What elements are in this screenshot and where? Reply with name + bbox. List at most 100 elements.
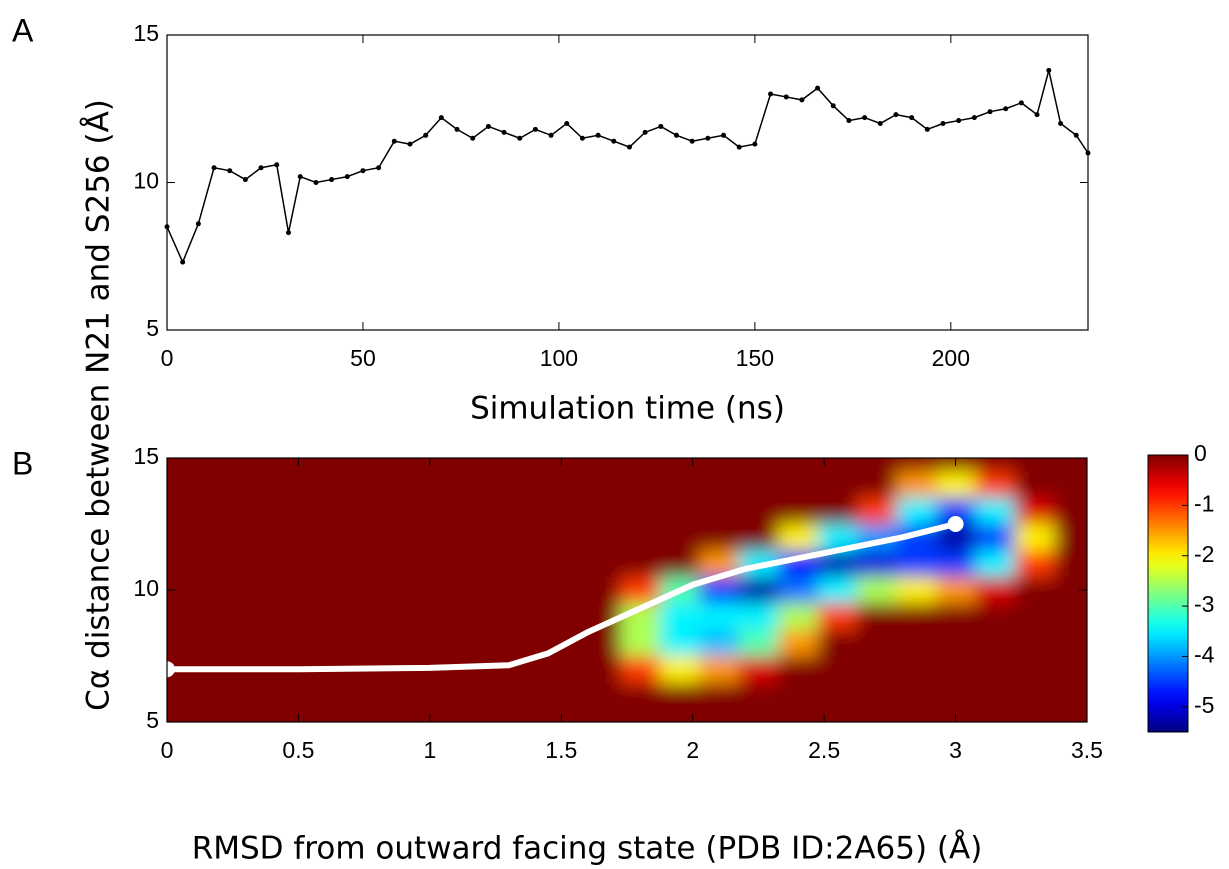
heatmap-cell	[738, 576, 779, 604]
heatmap-cell	[778, 629, 819, 657]
heatmap-cell	[857, 576, 897, 604]
data-point	[313, 180, 319, 185]
y-tick-label: 5	[146, 707, 159, 733]
heatmap-cell	[620, 471, 661, 499]
heatmap-cell	[778, 656, 819, 683]
data-point	[971, 115, 977, 121]
colorbar-tick-label: -2	[1194, 541, 1214, 567]
data-point	[595, 132, 601, 138]
y-tick-label: 15	[133, 20, 159, 46]
data-point	[940, 121, 946, 126]
heatmap-cell	[699, 656, 740, 683]
data-point	[376, 165, 382, 171]
heatmap-cell	[738, 629, 779, 657]
data-point	[893, 112, 899, 118]
heatmap-cell	[857, 471, 897, 499]
heatmap-cell	[778, 497, 819, 525]
data-point	[517, 135, 523, 141]
heatmap-cell	[1014, 524, 1055, 551]
x-tick-label: 1	[423, 737, 436, 763]
heatmap-cell	[817, 471, 858, 499]
data-point	[548, 132, 554, 138]
heatmap-cell	[935, 471, 976, 499]
data-point	[211, 165, 217, 171]
path-line	[167, 521, 957, 673]
heatmap-cell	[857, 656, 897, 683]
data-point	[360, 168, 366, 174]
heatmap-cell	[935, 629, 976, 657]
heatmap-cells	[167, 458, 1087, 722]
heatmap-cell	[699, 471, 740, 499]
heatmap-cell	[659, 629, 700, 657]
heatmap-cell	[975, 656, 1016, 683]
heatmap-cell	[817, 603, 858, 631]
heatmap-cell	[620, 629, 661, 657]
x-tick-label: 2.5	[808, 737, 840, 763]
data-point	[297, 174, 303, 180]
heatmap-cell	[935, 576, 976, 604]
heatmap-cell	[699, 524, 740, 551]
colorbar-tick-label: -4	[1194, 642, 1215, 668]
data-point	[423, 132, 429, 138]
heatmap-cell	[857, 603, 897, 631]
panel-label: A	[12, 12, 34, 48]
heatmap-cell	[659, 603, 700, 631]
data-point	[909, 115, 915, 121]
data-point	[956, 118, 962, 124]
heatmap-cell	[896, 656, 937, 683]
data-point	[329, 177, 335, 183]
heatmap-cell	[817, 629, 858, 657]
heatmap-cell	[1014, 656, 1055, 683]
x-tick-label: 3	[949, 737, 962, 763]
data-point	[438, 115, 444, 121]
heatmap-cell	[778, 471, 819, 499]
heatmap-cell	[738, 656, 779, 683]
x-tick-label: 200	[932, 345, 970, 371]
data-point	[564, 121, 570, 126]
heatmap-cell	[738, 603, 779, 631]
data-point	[846, 118, 852, 124]
data-line	[166, 70, 1089, 265]
data-point	[815, 85, 821, 91]
heatmap-cell	[699, 603, 740, 631]
data-point	[501, 129, 507, 135]
data-point	[195, 221, 201, 227]
heatmap-cell	[896, 629, 937, 657]
colorbar	[1147, 454, 1189, 733]
x-axis-label: RMSD from outward facing state (PDB ID:2…	[192, 831, 983, 867]
heatmap-cell	[935, 603, 976, 631]
heatmap-cell	[659, 497, 700, 525]
data-point	[721, 132, 727, 138]
data-point	[285, 230, 291, 236]
heatmap-cell	[1014, 497, 1055, 525]
x-tick-label: 100	[540, 345, 578, 371]
heatmap-cell	[1014, 471, 1055, 499]
heatmap-cell	[738, 471, 779, 499]
heatmap-cell	[896, 576, 937, 604]
data-point	[673, 132, 679, 138]
heatmap-cell	[817, 497, 858, 525]
heatmap-cell	[659, 656, 700, 683]
data-point	[485, 123, 491, 129]
heatmap-cell	[738, 497, 779, 525]
data-point	[642, 129, 648, 135]
x-tick-label: 0	[161, 345, 174, 371]
data-point	[1034, 112, 1040, 118]
data-point	[454, 126, 460, 132]
y-axis-label: Cα distance between N21 and S256 (Å)	[81, 99, 117, 711]
heatmap-cell	[738, 524, 779, 551]
data-point	[274, 162, 280, 168]
data-point	[611, 138, 617, 144]
heatmap-cell	[817, 576, 858, 604]
heatmap-cell	[935, 656, 976, 683]
heatmap-cell	[975, 576, 1016, 604]
y-tick-label: 10	[133, 168, 159, 194]
heatmap-cell	[1014, 550, 1055, 578]
y-tick-label: 15	[133, 443, 159, 469]
heatmap-cell	[659, 550, 700, 578]
heatmap-cell	[659, 524, 700, 551]
heatmap	[167, 458, 1087, 722]
path-endpoint	[167, 661, 175, 678]
data-point	[924, 126, 930, 132]
